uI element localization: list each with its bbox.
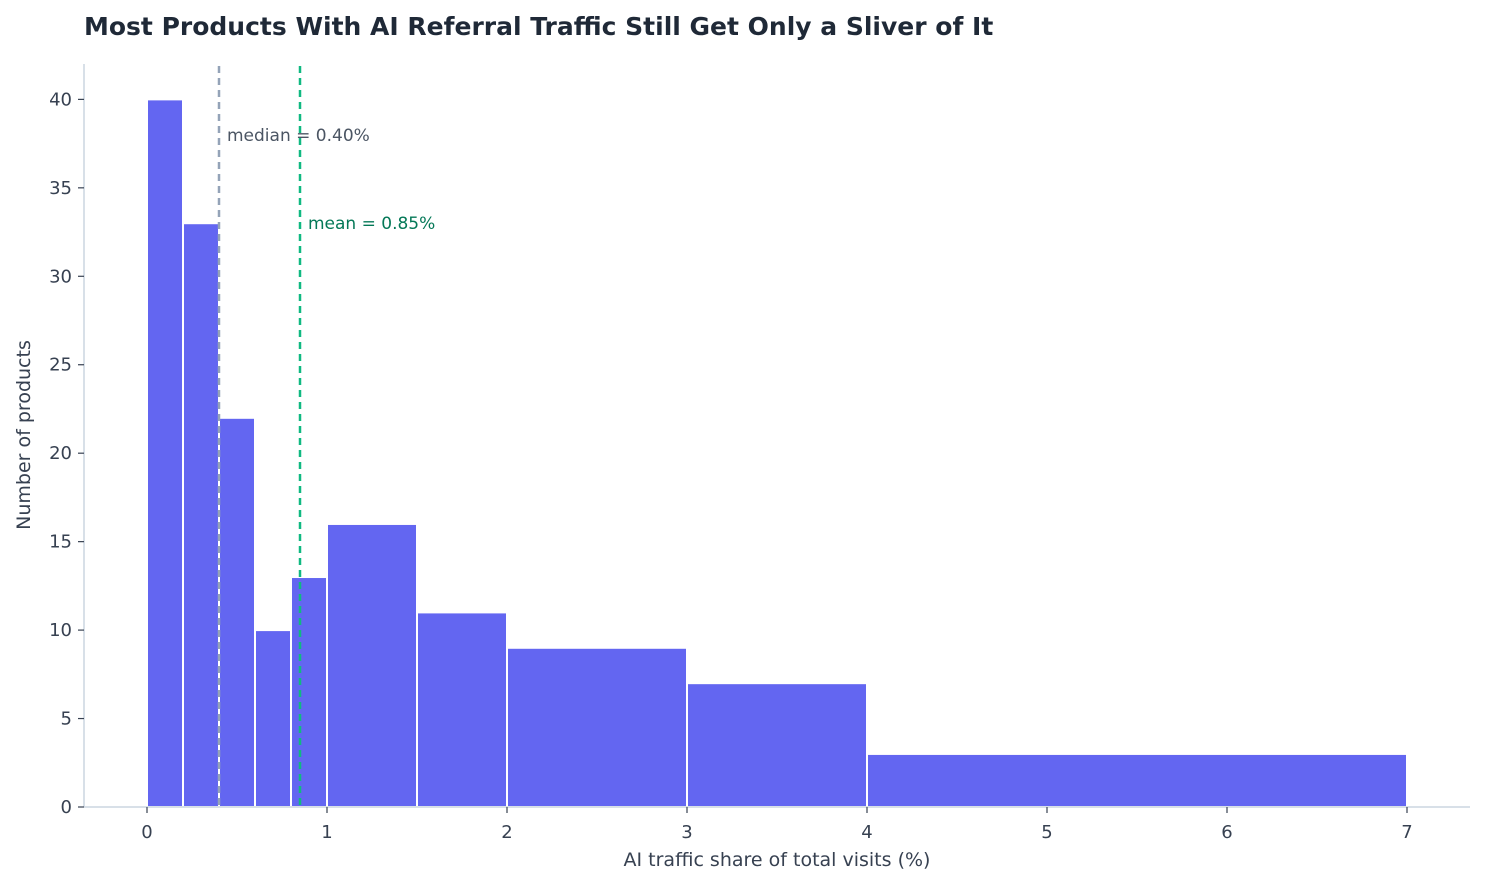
- y-tick-label: 25: [49, 355, 72, 376]
- histogram-bar: [254, 629, 292, 808]
- reference-lines-group: median = 0.40% mean = 0.85%: [217, 66, 435, 807]
- mean-annotation: mean = 0.85%: [308, 214, 435, 234]
- histogram-bar: [146, 98, 184, 808]
- y-tick-label: 5: [61, 709, 72, 730]
- x-tick-label: 7: [1401, 822, 1412, 843]
- histogram-bar: [686, 682, 868, 809]
- histogram-bar: [866, 752, 1408, 809]
- y-tick-label: 10: [49, 620, 72, 641]
- y-tick-label: 30: [49, 266, 72, 287]
- x-tick-label: 0: [141, 822, 152, 843]
- median-annotation: median = 0.40%: [227, 126, 370, 146]
- x-tick-label: 5: [1041, 822, 1052, 843]
- histogram-bar: [506, 646, 688, 808]
- y-tick-label: 15: [49, 532, 72, 553]
- histogram-bar: [326, 522, 418, 808]
- histogram-bar: [182, 222, 220, 808]
- y-tick-label: 20: [49, 443, 72, 464]
- x-tick-label: 6: [1221, 822, 1232, 843]
- y-axis-label: Number of products: [13, 340, 35, 530]
- x-tick-label: 1: [321, 822, 332, 843]
- histogram-bar: [416, 611, 508, 809]
- ticks-group: 0 1 2 3 4 5 6 7 0 5 10 15 20 25 30 35 40: [49, 89, 1413, 843]
- x-tick-label: 3: [681, 822, 692, 843]
- x-axis-label: AI traffic share of total visits (%): [624, 849, 931, 871]
- y-tick-label: 35: [49, 178, 72, 199]
- x-tick-label: 2: [501, 822, 512, 843]
- y-tick-label: 0: [61, 797, 72, 818]
- chart-title: Most Products With AI Referral Traffic S…: [84, 12, 993, 41]
- y-tick-label: 40: [49, 89, 72, 110]
- histogram-bar: [290, 576, 328, 808]
- x-tick-label: 4: [861, 822, 872, 843]
- histogram-bar: [218, 416, 256, 808]
- bars-group: [146, 98, 1408, 809]
